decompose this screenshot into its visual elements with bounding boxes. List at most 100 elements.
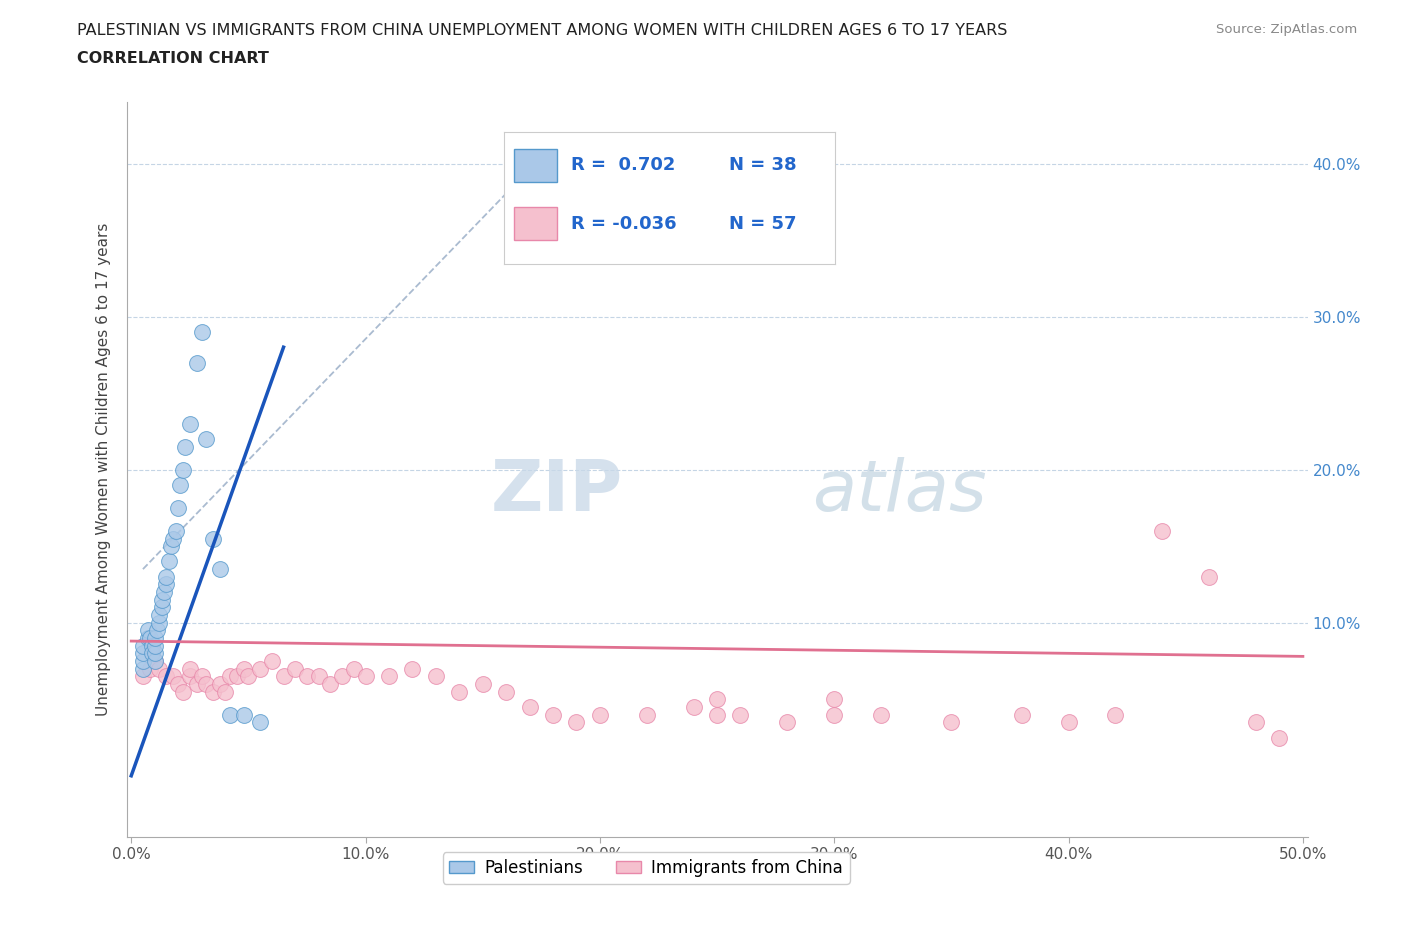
Point	[519, 699, 541, 714]
Point	[202, 531, 225, 546]
Point	[449, 684, 471, 699]
Point	[209, 676, 232, 691]
Point	[260, 654, 283, 669]
Point	[1057, 715, 1080, 730]
Point	[172, 462, 194, 477]
Point	[401, 661, 423, 676]
Point	[706, 692, 728, 707]
Legend: Palestinians, Immigrants from China: Palestinians, Immigrants from China	[443, 853, 849, 884]
Point	[141, 638, 163, 653]
Point	[186, 676, 208, 691]
Point	[232, 661, 254, 676]
Text: atlas: atlas	[811, 458, 986, 526]
Point	[495, 684, 517, 699]
Point	[143, 654, 166, 669]
Point	[160, 538, 183, 553]
Point	[143, 654, 166, 669]
Point	[565, 715, 588, 730]
Point	[636, 707, 658, 722]
Point	[195, 676, 218, 691]
Point	[471, 676, 494, 691]
Point	[218, 707, 240, 722]
Point	[589, 707, 612, 722]
Point	[143, 645, 166, 660]
Point	[162, 669, 184, 684]
Text: ZIP: ZIP	[491, 458, 623, 526]
Point	[155, 669, 177, 684]
Point	[823, 707, 845, 722]
Point	[179, 661, 201, 676]
Point	[148, 661, 170, 676]
Point	[273, 669, 295, 684]
Point	[136, 631, 159, 645]
Point	[167, 500, 190, 515]
Point	[319, 676, 342, 691]
Point	[139, 661, 162, 676]
Text: CORRELATION CHART: CORRELATION CHART	[77, 51, 269, 66]
Point	[155, 577, 177, 591]
Point	[150, 600, 173, 615]
Point	[195, 432, 218, 446]
Point	[823, 692, 845, 707]
Point	[143, 638, 166, 653]
Point	[169, 477, 191, 492]
Point	[172, 684, 194, 699]
Point	[179, 417, 201, 432]
Point	[202, 684, 225, 699]
Point	[132, 669, 155, 684]
Point	[706, 707, 728, 722]
Point	[162, 531, 184, 546]
Point	[941, 715, 963, 730]
Point	[1244, 715, 1267, 730]
Point	[150, 592, 173, 607]
Point	[190, 669, 212, 684]
Point	[132, 661, 155, 676]
Point	[209, 562, 232, 577]
Point	[225, 669, 247, 684]
Text: PALESTINIAN VS IMMIGRANTS FROM CHINA UNEMPLOYMENT AMONG WOMEN WITH CHILDREN AGES: PALESTINIAN VS IMMIGRANTS FROM CHINA UNE…	[77, 23, 1008, 38]
Point	[148, 607, 170, 622]
Point	[186, 355, 208, 370]
Point	[146, 623, 169, 638]
Point	[378, 669, 401, 684]
Point	[1152, 524, 1174, 538]
Point	[179, 669, 201, 684]
Point	[132, 645, 155, 660]
Point	[295, 669, 318, 684]
Point	[682, 699, 704, 714]
Text: Source: ZipAtlas.com: Source: ZipAtlas.com	[1216, 23, 1357, 36]
Point	[238, 669, 260, 684]
Point	[190, 325, 212, 339]
Point	[1198, 569, 1220, 584]
Point	[1104, 707, 1126, 722]
Point	[214, 684, 236, 699]
Point	[1011, 707, 1033, 722]
Point	[249, 715, 271, 730]
Point	[153, 585, 176, 600]
Point	[870, 707, 893, 722]
Point	[354, 669, 377, 684]
Point	[139, 631, 162, 645]
Point	[155, 569, 177, 584]
Point	[132, 638, 155, 653]
Point	[425, 669, 447, 684]
Point	[541, 707, 564, 722]
Point	[157, 554, 180, 569]
Point	[249, 661, 271, 676]
Point	[174, 439, 197, 454]
Point	[232, 707, 254, 722]
Point	[167, 676, 190, 691]
Point	[136, 623, 159, 638]
Point	[143, 631, 166, 645]
Point	[330, 669, 353, 684]
Point	[776, 715, 799, 730]
Point	[284, 661, 307, 676]
Point	[148, 616, 170, 631]
Point	[308, 669, 330, 684]
Point	[730, 707, 752, 722]
Point	[218, 669, 240, 684]
Point	[141, 645, 163, 660]
Y-axis label: Unemployment Among Women with Children Ages 6 to 17 years: Unemployment Among Women with Children A…	[96, 223, 111, 716]
Point	[132, 654, 155, 669]
Point	[165, 524, 187, 538]
